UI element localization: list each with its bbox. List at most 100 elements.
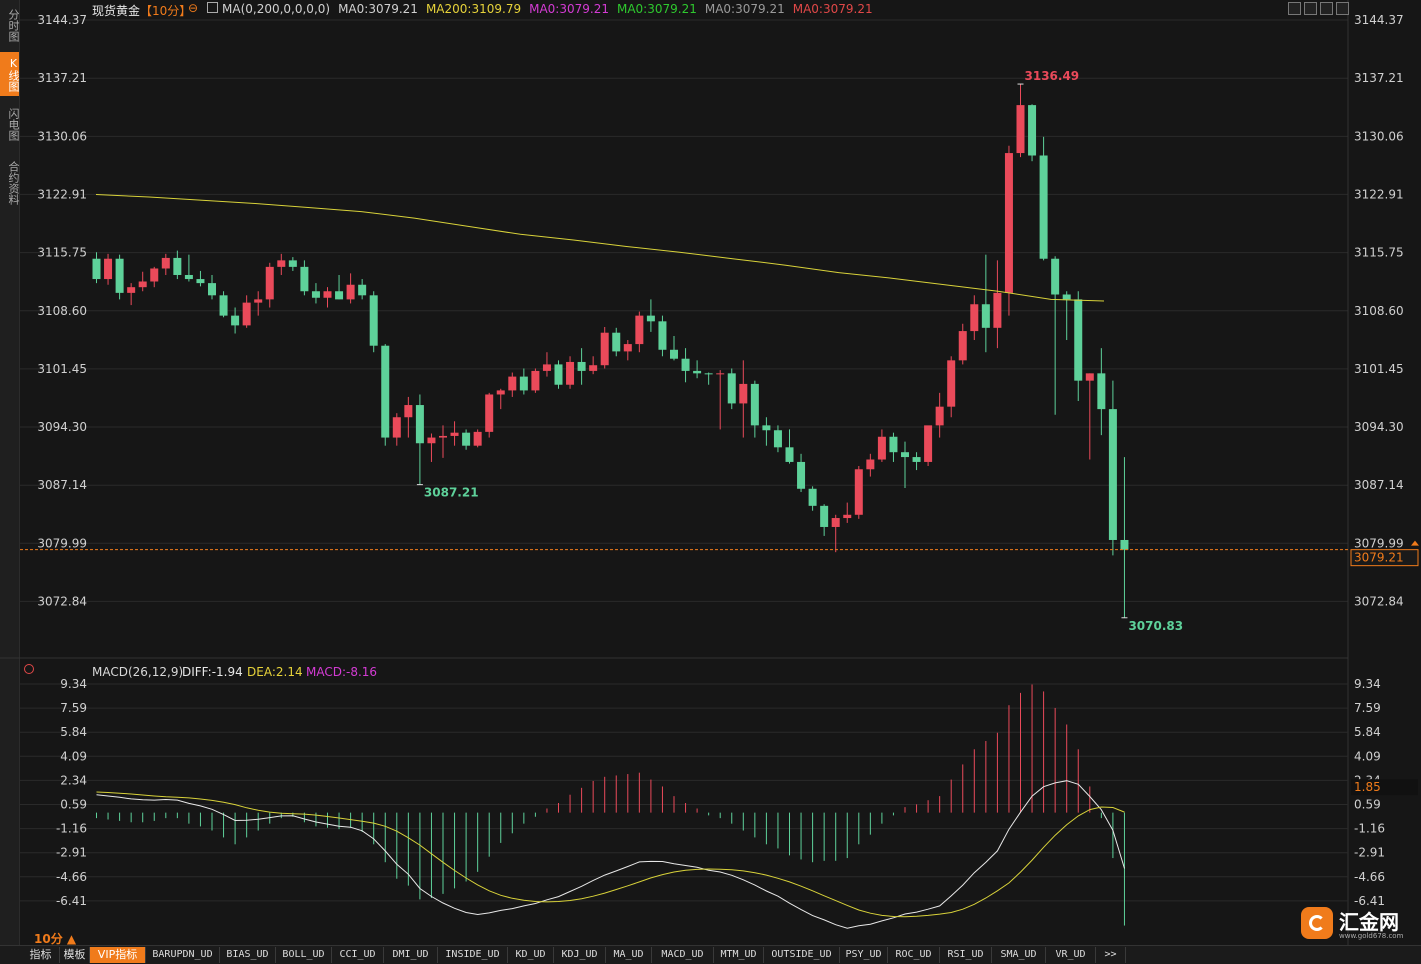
macd-tick-left: 7.59 <box>60 701 87 715</box>
bottom-tab-15[interactable]: PSY_UD <box>840 947 888 963</box>
candle-body <box>589 365 598 371</box>
candle-body <box>138 281 147 288</box>
candle-body <box>427 437 436 444</box>
candle-body <box>820 505 829 527</box>
logo-text: 汇金网 <box>1339 910 1399 934</box>
candle-body <box>1108 409 1117 540</box>
candle-body <box>496 390 505 395</box>
bottom-tab-10[interactable]: KDJ_UD <box>554 947 606 963</box>
price-tick-right: 3101.45 <box>1354 362 1404 376</box>
macd-tick-left: 5.84 <box>60 725 87 739</box>
bottom-tab-3[interactable]: BARUPDN_UD <box>146 947 220 963</box>
bottom-tab-0[interactable]: 指标 <box>22 947 60 963</box>
candle-body <box>161 257 170 269</box>
macd-tick-right: 0.59 <box>1354 798 1381 812</box>
price-tick-right: 3094.30 <box>1354 420 1404 434</box>
candle-body <box>901 452 909 458</box>
extreme-label: 3070.83 <box>1128 619 1183 633</box>
scroll-icon[interactable] <box>1320 2 1333 15</box>
macd-tick-left: -2.91 <box>56 846 87 860</box>
ma-indicator-row: MA(0,200,0,0,0,0) MA0:3079.21 MA200:3109.7… <box>222 2 881 16</box>
macd-tick-right: 5.84 <box>1354 725 1381 739</box>
candle-body <box>392 417 401 438</box>
bottom-tab-18[interactable]: SMA_UD <box>992 947 1046 963</box>
candle-body <box>323 291 332 298</box>
candle-body <box>877 436 886 460</box>
maximize-icon[interactable] <box>1336 2 1349 15</box>
candle-body <box>104 258 113 280</box>
candle-body <box>831 518 840 527</box>
bottom-tab-4[interactable]: BIAS_UD <box>220 947 276 963</box>
macd-dea: DEA:2.14 <box>247 665 303 679</box>
candle-body <box>196 279 205 284</box>
candle-body <box>797 461 806 489</box>
settings-icon[interactable]: ⊖ <box>188 1 199 15</box>
candle-body <box>993 292 1002 328</box>
candle-body <box>935 406 944 426</box>
period-badge[interactable]: 【10分】 <box>140 4 192 18</box>
candle-body <box>1039 155 1048 259</box>
candle-body <box>750 383 759 426</box>
gold678-logo: 汇金网 www.gold678.com <box>1301 905 1409 941</box>
bottom-tab-17[interactable]: RSI_UD <box>940 947 992 963</box>
candle-body <box>439 435 447 438</box>
candle-body <box>670 349 678 359</box>
candle-body <box>242 302 251 326</box>
tab-kline-chart[interactable]: K线图 <box>0 52 20 96</box>
candle-body <box>762 425 771 431</box>
bottom-tab-13[interactable]: MTM_UD <box>714 947 764 963</box>
candle-body <box>785 447 794 462</box>
macd-tick-right: 9.34 <box>1354 677 1381 691</box>
candle-body <box>300 266 309 292</box>
candle-body <box>531 370 540 391</box>
bottom-tab-9[interactable]: KD_UD <box>508 947 554 963</box>
macd-settings-icon[interactable] <box>24 664 34 674</box>
candle-body <box>958 331 967 361</box>
tab-time-chart[interactable]: 分时图 <box>7 8 20 42</box>
candle-body <box>369 295 378 346</box>
bottom-tab-12[interactable]: MACD_UD <box>652 947 714 963</box>
candle-body <box>127 287 136 293</box>
bottom-tab-19[interactable]: VR_UD <box>1046 947 1096 963</box>
candle-body <box>681 358 690 371</box>
price-tick-right: 3137.21 <box>1354 71 1404 85</box>
bottom-tab-16[interactable]: ROC_UD <box>888 947 940 963</box>
tab-contract-info[interactable]: 合约资料 <box>7 161 20 205</box>
bottom-tab-14[interactable]: OUTSIDE_UD <box>764 947 840 963</box>
crosshair-icon[interactable] <box>1288 2 1301 15</box>
macd-tick-right: 7.59 <box>1354 701 1381 715</box>
bottom-tab-8[interactable]: INSIDE_UD <box>438 947 508 963</box>
price-tick-right: 3079.99 <box>1354 536 1404 550</box>
candle-body <box>288 260 297 267</box>
candle-body <box>1028 105 1037 156</box>
bottom-tab-11[interactable]: MA_UD <box>606 947 652 963</box>
symbol-name: 现货黄金 <box>92 4 141 18</box>
candle-body <box>381 345 390 438</box>
price-tick-right: 3130.06 <box>1354 129 1404 143</box>
bottom-tab-1[interactable]: 模板 <box>60 947 90 963</box>
bottom-tab-7[interactable]: DMI_UD <box>384 947 438 963</box>
macd-tick-right: 4.09 <box>1354 749 1381 763</box>
ma-indicator-2: MA200:3109.79 <box>425 2 522 16</box>
tab-lightning-chart[interactable]: 闪电图 <box>7 107 20 141</box>
candle-body <box>889 436 898 453</box>
candle-body <box>635 315 644 345</box>
macd-tick-left: 0.59 <box>60 798 87 812</box>
macd-tick-right: -4.66 <box>1354 870 1385 884</box>
price-tick-left: 3079.99 <box>37 536 87 550</box>
period-selector[interactable]: 10分 ▲ <box>34 932 77 946</box>
candle-body <box>1120 539 1129 550</box>
macd-tick-left: -4.66 <box>56 870 87 884</box>
bottom-tab-6[interactable]: CCI_UD <box>332 947 384 963</box>
candle-body <box>473 431 482 446</box>
bottom-tab-20[interactable]: >> <box>1096 947 1126 963</box>
bottom-tab-5[interactable]: BOLL_UD <box>276 947 332 963</box>
macd-tick-left: -1.16 <box>56 822 87 836</box>
bottom-tab-2[interactable]: VIP指标 <box>90 947 146 963</box>
candle-body <box>623 344 632 352</box>
macd-tick-left: 4.09 <box>60 749 87 763</box>
ma200-line <box>95 194 1105 302</box>
indicator-icon[interactable] <box>207 2 218 13</box>
candle-body <box>600 332 609 366</box>
zoom-icon[interactable] <box>1304 2 1317 15</box>
